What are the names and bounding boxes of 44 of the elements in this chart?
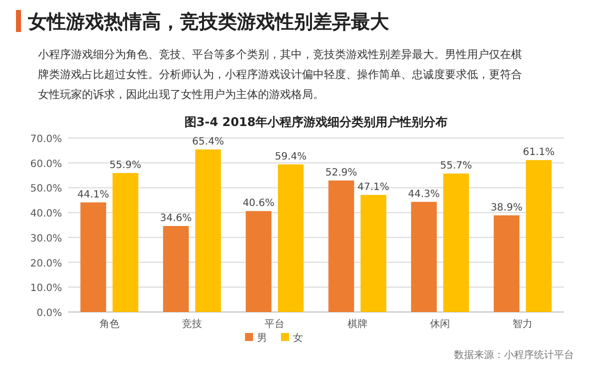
chart-subtitle: 小程序游戏细分为角色、竞技、平台等多个类别，其中，竞技类游戏性别差异最大。男性用户仅在棋牌类游戏占比超过女性。分析师认为，小程序游戏设计偏中轻度、操作简单、忠诚度要求低，更符合女性玩家的诉求，因此出现了女性用户为主体的游戏格局。 xyxy=(38,48,522,101)
data-label: 55.7% xyxy=(440,160,472,172)
y-tick-label: 60.0% xyxy=(30,158,62,170)
bar xyxy=(411,202,437,312)
bar xyxy=(246,211,272,312)
bar xyxy=(195,149,221,312)
data-label: 38.9% xyxy=(490,202,522,214)
y-tick-label: 40.0% xyxy=(30,208,62,220)
data-label: 44.1% xyxy=(77,189,110,200)
data-label: 52.9% xyxy=(325,168,358,179)
legend-label: 男 xyxy=(257,333,267,344)
data-label: 61.1% xyxy=(522,147,555,158)
bar xyxy=(526,160,552,312)
data-label: 44.3% xyxy=(408,188,440,200)
data-label: 34.6% xyxy=(160,212,192,224)
y-tick-label: 50.0% xyxy=(30,184,62,195)
bar xyxy=(163,226,189,312)
data-label: 47.1% xyxy=(358,182,390,193)
y-tick-label: 30.0% xyxy=(30,233,62,244)
y-tick-label: 0.0% xyxy=(36,308,62,319)
caption: 图3-4 2018年小程序游戏细分类别用户性别分布 xyxy=(184,115,448,129)
bar xyxy=(360,194,386,312)
source-note: 数据来源：小程序统计平台 xyxy=(454,349,574,361)
bar xyxy=(112,173,138,312)
y-tick-label: 10.0% xyxy=(30,283,62,294)
bar xyxy=(328,180,354,312)
data-label: 59.4% xyxy=(274,151,307,162)
data-label: 65.4% xyxy=(192,136,224,148)
bar xyxy=(443,174,469,312)
bar xyxy=(494,215,520,312)
x-tick-label: 棋牌 xyxy=(347,318,368,330)
y-tick-label: 20.0% xyxy=(30,258,62,270)
x-tick-label: 竞技 xyxy=(182,318,202,330)
bar xyxy=(278,164,304,312)
x-tick-label: 智力 xyxy=(512,318,533,330)
y-tick-label: 70.0% xyxy=(30,134,62,145)
data-label: 55.9% xyxy=(110,160,142,172)
x-tick-label: 休闲 xyxy=(430,318,450,330)
x-tick-label: 平台 xyxy=(264,318,285,330)
bar xyxy=(80,202,106,312)
chart-title: 女性游戏热情高，竞技类游戏性别差异最大 xyxy=(27,11,390,33)
x-tick-label: 角色 xyxy=(99,318,120,330)
data-label: 40.6% xyxy=(242,198,274,210)
legend-label: 女 xyxy=(293,332,303,344)
